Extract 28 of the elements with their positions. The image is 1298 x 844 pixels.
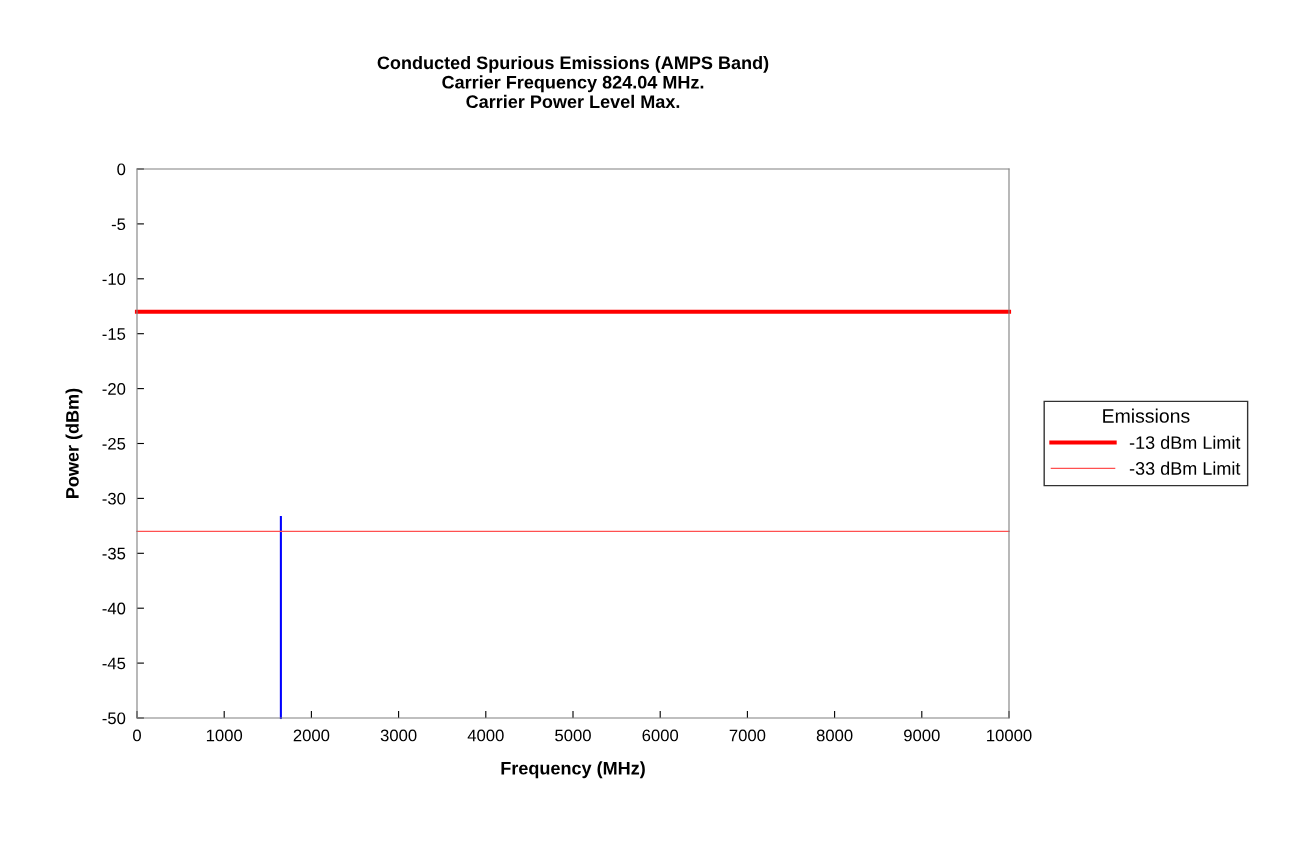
y-tick-label: -35 [102, 547, 126, 560]
x-tick-label: 7000 [729, 729, 766, 742]
x-tick-label: 1000 [206, 729, 243, 742]
legend-title: Emissions [1103, 408, 1190, 423]
y-tick-label: -25 [102, 437, 126, 450]
y-tick-label: -40 [102, 602, 126, 615]
x-tick-label: 5000 [555, 729, 591, 742]
legend-label: -33 dBm Limit [1129, 461, 1241, 475]
x-axis-title: Frequency (MHz) [501, 761, 645, 779]
y-tick-label: -45 [102, 657, 126, 670]
x-tick-label: 2000 [293, 729, 330, 742]
y-tick-label: 0 [117, 163, 126, 176]
x-tick-label: 10000 [987, 729, 1032, 742]
x-tick-label: 0 [133, 729, 141, 742]
x-tick-label: 9000 [904, 729, 940, 742]
y-tick-label: -5 [111, 218, 126, 231]
x-tick-label: 3000 [380, 729, 417, 742]
x-tick-label: 8000 [816, 729, 853, 742]
y-axis-title: Power (dBm) [65, 388, 83, 498]
y-tick-label: -20 [102, 383, 126, 395]
y-tick-label: -10 [102, 273, 126, 285]
y-tick-label: -50 [102, 712, 126, 725]
chart-title: Conducted Spurious Emissions (AMPS Band) Carrier Frequency 824.04 MHz. Carrier Power Level Max. [377, 55, 769, 109]
legend-label: -13 dBm Limit [1129, 435, 1241, 449]
y-tick-label: -15 [102, 328, 126, 340]
y-tick-label: -30 [102, 492, 126, 505]
x-tick-label: 6000 [642, 729, 679, 742]
x-tick-label: 4000 [467, 729, 504, 742]
